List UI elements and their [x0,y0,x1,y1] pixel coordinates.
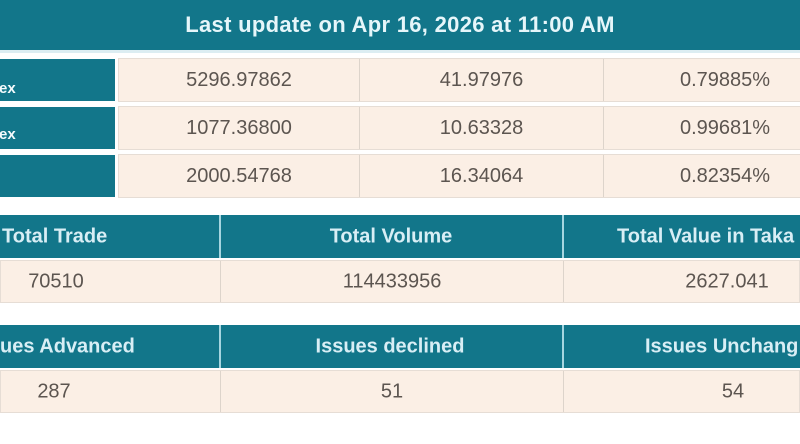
totals-header-row: Total Trade Total Volume Total Value in … [0,215,800,258]
index-percent-change: 0.79885% [603,59,800,101]
issues-value-row: 287 51 54 [0,370,800,413]
totals-value-row: 70510 114433956 2627.041 [0,260,800,303]
issues-advanced-value: 287 [37,380,71,402]
index-change: 16.34064 [359,155,603,197]
column-divider [563,371,564,412]
last-update-text: Last update on Apr 16, 2026 at 11:00 AM [185,12,615,37]
index-value-cells: 5296.97862 41.97976 0.79885% [118,58,800,102]
total-volume-value: 114433956 [342,270,442,292]
banner-bottom-strip [0,50,800,53]
index-value-cells: 2000.54768 16.34064 0.82354% [118,154,800,198]
column-divider [220,371,221,412]
header-total-volume: Total Volume [329,225,453,247]
index-label-cell: ex [0,107,115,149]
last-update-banner: Last update on Apr 16, 2026 at 11:00 AM [0,0,800,50]
total-trade-value: 70510 [28,270,84,292]
column-divider [563,261,564,302]
index-value-cells: 1077.36800 10.63328 0.99681% [118,106,800,150]
index-row: ex 1077.36800 10.63328 0.99681% [0,106,800,150]
column-divider [219,215,221,258]
index-label-fragment: ex [0,126,16,143]
index-row: ex 5296.97862 41.97976 0.79885% [0,58,800,102]
index-label-cell: ex [0,59,115,101]
header-issues-advanced: ues Advanced [0,335,135,357]
column-divider [219,325,221,368]
index-row: x 2000.54768 16.34064 0.82354% [0,154,800,198]
issues-header-row: ues Advanced Issues declined Issues Unch… [0,325,800,368]
header-issues-unchanged: Issues Unchang [645,335,799,357]
column-divider [220,261,221,302]
index-value: 2000.54768 [186,164,292,187]
index-value: 5296.97862 [186,68,292,91]
index-percent-change: 0.82354% [603,155,800,197]
index-label-fragment: ex [0,80,16,97]
header-total-value: Total Value in Taka [617,225,795,247]
index-change: 10.63328 [359,107,603,149]
header-total-trade: Total Trade [2,225,108,247]
column-divider [562,325,564,368]
index-change: 41.97976 [359,59,603,101]
index-label-cell: x [0,155,115,197]
index-value: 1077.36800 [186,116,292,139]
index-percent-change: 0.99681% [603,107,800,149]
column-divider [562,215,564,258]
issues-unchanged-value: 54 [721,380,745,402]
header-issues-declined: Issues declined [315,335,465,357]
issues-declined-value: 51 [380,380,404,402]
total-value-taka: 2627.041 [685,270,769,292]
